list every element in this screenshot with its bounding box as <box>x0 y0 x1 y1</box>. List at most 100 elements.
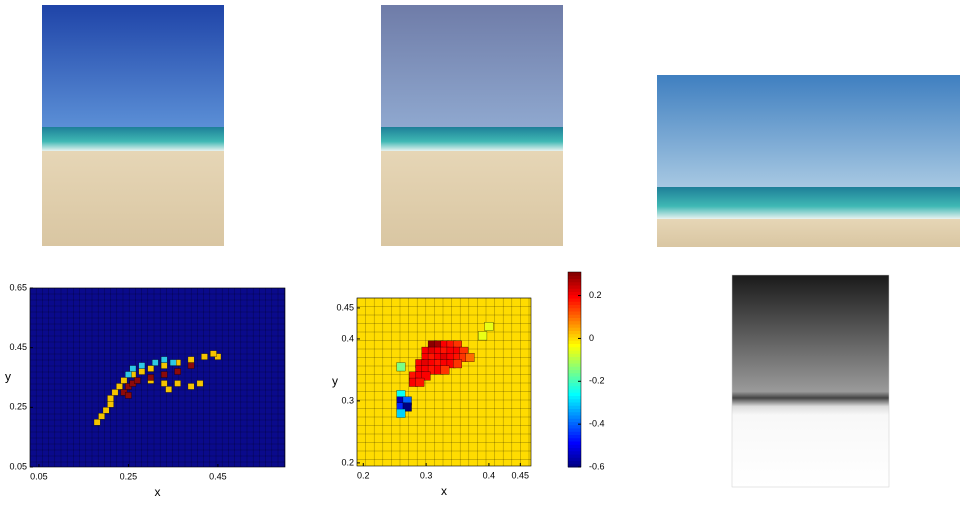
cell <box>107 401 113 407</box>
colorbar-swatch <box>568 357 581 361</box>
x-tick-label: 0.05 <box>30 471 48 481</box>
colorbar-swatch <box>568 405 581 409</box>
colorbar-swatch <box>568 360 581 364</box>
colorbar-swatch <box>568 444 581 448</box>
plot-background <box>30 288 285 467</box>
y-axis-label: y <box>332 374 338 388</box>
cell <box>397 409 406 418</box>
colorbar-swatch <box>568 412 581 416</box>
colorbar-swatch <box>568 327 581 331</box>
colorbar-tick-label: 0.2 <box>589 290 602 300</box>
colorbar-swatch <box>568 415 581 419</box>
cell <box>139 363 145 369</box>
cell <box>175 380 181 386</box>
cell <box>170 360 176 366</box>
x-tick-label: 0.45 <box>512 470 530 480</box>
colorbar-swatch <box>568 353 581 357</box>
colorbar-tick-label: -0.2 <box>589 376 605 386</box>
cell <box>397 363 406 372</box>
colorbar-swatch <box>568 301 581 305</box>
colorbar-swatch <box>568 285 581 289</box>
cell <box>94 419 100 425</box>
colorbar-swatch <box>568 399 581 403</box>
x-tick-label: 0.2 <box>357 470 370 480</box>
colorbar-swatch <box>568 392 581 396</box>
x-axis-label: x <box>441 484 447 498</box>
y-tick-label: 0.05 <box>9 461 27 471</box>
cell <box>416 378 425 387</box>
colorbar-swatch <box>568 288 581 292</box>
colorbar-swatch <box>568 428 581 432</box>
cell <box>161 363 167 369</box>
cell <box>201 354 207 360</box>
cell <box>112 389 118 395</box>
cell <box>130 366 136 372</box>
x-tick-label: 0.25 <box>120 471 138 481</box>
colorbar-swatch <box>568 314 581 318</box>
colorbar-tick-label: 0 <box>589 333 594 343</box>
colorbar-swatch <box>568 308 581 312</box>
y-tick-label: 0.65 <box>9 282 27 292</box>
colorbar-swatch <box>568 366 581 370</box>
colorbar-swatch <box>568 321 581 325</box>
cell <box>121 377 127 383</box>
y-tick-label: 0.25 <box>9 402 27 412</box>
cell <box>134 377 140 383</box>
colorbar-swatch <box>568 448 581 452</box>
y-tick-label: 0.4 <box>341 333 354 343</box>
cell <box>152 360 158 366</box>
colorbar-swatch <box>568 305 581 309</box>
x-tick-label: 0.3 <box>420 470 433 480</box>
photo-original <box>42 5 224 246</box>
colorbar-swatch <box>568 298 581 302</box>
colorbar-swatch <box>568 386 581 390</box>
colorbar-swatch <box>568 376 581 380</box>
x-axis-label: x <box>155 485 161 499</box>
y-axis-label: y <box>5 370 11 384</box>
cell <box>125 392 131 398</box>
colorbar-swatch <box>568 272 581 276</box>
cell <box>188 363 194 369</box>
cell <box>161 372 167 378</box>
colorbar-tick-label: -0.6 <box>589 461 605 471</box>
colorbar-swatch <box>568 363 581 367</box>
colorbar-swatch <box>568 350 581 354</box>
plot-background <box>357 298 531 466</box>
colorbar-swatch <box>568 370 581 374</box>
cell <box>197 380 203 386</box>
colorbar-swatch <box>568 292 581 296</box>
page: 0.05 0.25 0.45 0.05 0.25 0.45 0.65 x y 0.2 0.3 0.4 0… <box>0 0 960 507</box>
cell <box>188 357 194 363</box>
cell <box>125 372 131 378</box>
cell <box>210 351 216 357</box>
colorbar-tick-label: -0.4 <box>589 419 605 429</box>
cell <box>485 322 494 331</box>
colorbar-swatch <box>568 389 581 393</box>
colorbar-swatch <box>568 347 581 351</box>
colorbar-swatch <box>568 438 581 442</box>
colorbar-swatch <box>568 340 581 344</box>
colorbar-swatch <box>568 441 581 445</box>
colorbar-swatch <box>568 418 581 422</box>
colorbar-swatch <box>568 451 581 455</box>
cell <box>116 383 122 389</box>
cell <box>139 369 145 375</box>
colorbar-swatch <box>568 334 581 338</box>
x-tick-label: 0.4 <box>483 470 496 480</box>
cell <box>166 386 172 392</box>
colorbar-swatch <box>568 409 581 413</box>
cell <box>161 380 167 386</box>
cell <box>188 383 194 389</box>
cell <box>161 357 167 363</box>
cell <box>466 353 475 362</box>
colorbar-swatch <box>568 275 581 279</box>
y-tick-label: 0.2 <box>341 457 354 467</box>
photo-wide <box>657 75 960 247</box>
y-tick-label: 0.45 <box>336 302 354 312</box>
cell <box>103 407 109 413</box>
colorbar-swatch <box>568 311 581 315</box>
photo-dehazed <box>381 5 563 246</box>
colorbar-swatch <box>568 282 581 286</box>
colorbar-swatch <box>568 435 581 439</box>
colorbar-swatch <box>568 402 581 406</box>
